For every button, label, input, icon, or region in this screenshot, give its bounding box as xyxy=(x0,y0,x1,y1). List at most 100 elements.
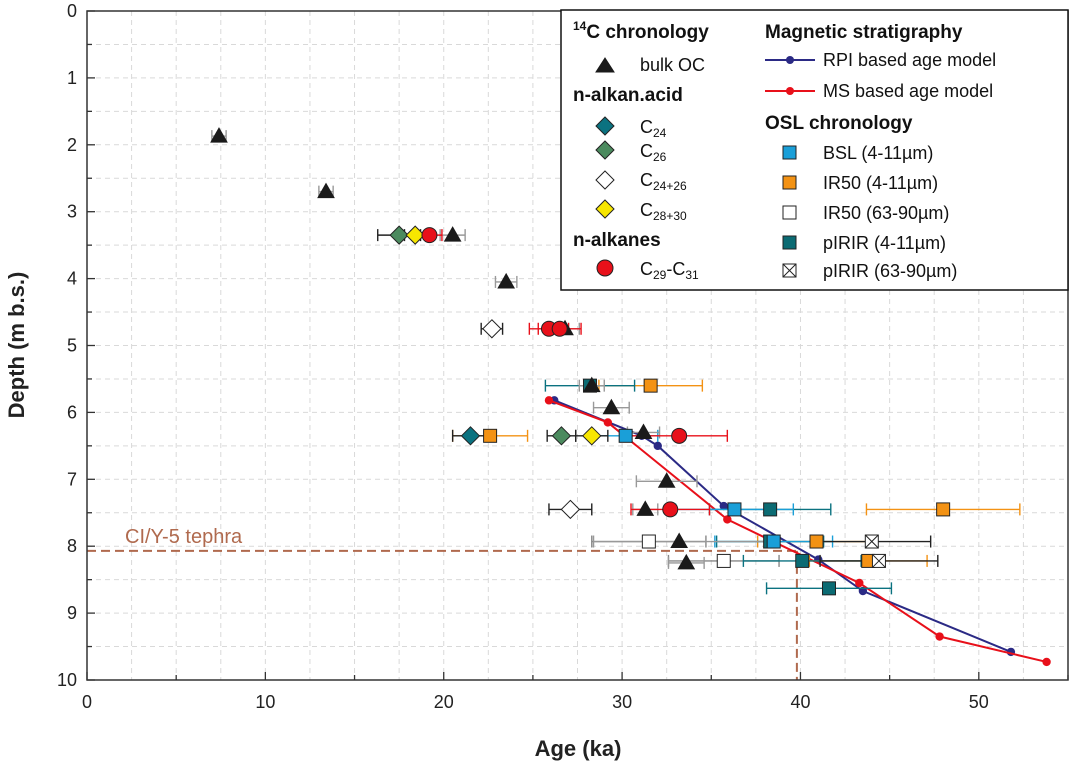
legend-symbol-bsl xyxy=(782,145,797,160)
legend-symbol-ir50-coarse xyxy=(782,205,797,220)
point-bulk-oc xyxy=(317,182,335,199)
legend-symbol-rpi xyxy=(765,56,815,64)
legend-label-c26: C26 xyxy=(640,141,667,164)
legend-symbol-c24 xyxy=(595,116,615,136)
age-model-point xyxy=(653,441,662,451)
legend-label-c29-c31: C29-C31 xyxy=(640,259,699,282)
point-pirir-63-90-m--cross xyxy=(872,554,886,568)
point-bulk-oc xyxy=(677,553,696,570)
point-c24 xyxy=(460,426,481,446)
tephra-label: CI/Y-5 tephra xyxy=(125,526,243,548)
point-ir50-4-11-m- xyxy=(809,534,824,549)
age-model-point xyxy=(1042,657,1051,667)
point-pirir-4-11-m- xyxy=(795,553,810,568)
y-tick-label: 2 xyxy=(67,135,77,155)
point-ir50-4-11-m- xyxy=(643,378,658,393)
point-bsl-4-11-m- xyxy=(727,502,742,517)
point-c28-30 xyxy=(582,426,602,446)
legend-label-ir50-fine: IR50 (4-11µm) xyxy=(823,173,938,193)
point-c29-c31 xyxy=(662,501,679,518)
legend-label-ir50-coarse: IR50 (63-90µm) xyxy=(823,203,949,223)
point-ir50-4-11-m- xyxy=(936,502,951,517)
data-points xyxy=(210,127,1021,596)
point-c29-c31 xyxy=(671,427,688,444)
legend-symbol-c28-30 xyxy=(595,199,615,219)
point-ir50-63-90-m- xyxy=(716,553,731,568)
point-bulk-oc xyxy=(443,226,462,242)
legend-symbol-pirir-coarse xyxy=(782,263,797,278)
point-ir50-4-11-m- xyxy=(483,428,498,443)
legend-symbol-pirir-fine xyxy=(782,235,797,250)
age-model-point xyxy=(935,632,944,641)
y-tick-label: 5 xyxy=(67,336,77,356)
age-model-point xyxy=(723,515,732,524)
y-tick-label: 1 xyxy=(67,68,77,88)
point-bsl-4-11-m- xyxy=(618,428,633,443)
point-c28-30 xyxy=(405,225,425,245)
x-axis-title: Age (ka) xyxy=(535,736,622,761)
point-bulk-oc xyxy=(210,127,228,143)
age-model-point xyxy=(719,501,728,511)
legend-symbol-c29-c31 xyxy=(596,259,614,277)
legend-label-c24: C24 xyxy=(640,117,667,140)
point-bulk-oc xyxy=(636,500,655,516)
x-tick-label: 30 xyxy=(612,692,632,712)
legend-symbol-ir50-fine xyxy=(782,175,797,190)
legend-label-pirir-fine: pIRIR (4-11µm) xyxy=(823,233,946,253)
y-tick-label: 6 xyxy=(67,402,77,422)
point-ir50-63-90-m- xyxy=(641,534,656,549)
point-pirir-4-11-m- xyxy=(821,581,836,596)
age-model-point xyxy=(855,578,864,588)
legend-osl-header: OSL chronology xyxy=(765,113,913,134)
point-pirir-4-11-m- xyxy=(763,502,778,517)
point-c24-26 xyxy=(560,499,581,520)
legend: 14C chronology bulk OC n-alkan.acid C24 … xyxy=(560,9,1069,291)
point-c29-c31 xyxy=(421,227,438,244)
point-c26 xyxy=(551,426,572,446)
point-bsl-4-11-m- xyxy=(766,534,781,549)
age-model-point xyxy=(603,418,613,427)
legend-symbol-ms xyxy=(765,87,815,95)
legend-label-pirir-coarse: pIRIR (63-90µm) xyxy=(823,261,957,281)
x-tick-label: 20 xyxy=(434,692,454,712)
legend-acid-header: n-alkan.acid xyxy=(573,85,683,106)
point-c26 xyxy=(389,225,409,245)
legend-mag-header: Magnetic stratigraphy xyxy=(765,22,963,43)
legend-box xyxy=(560,9,1069,291)
legend-label-c28-30: C28+30 xyxy=(640,200,687,223)
point-pirir-63-90-m--cross xyxy=(864,534,879,549)
x-tick-label: 50 xyxy=(969,692,989,712)
y-axis-title: Depth (m b.s.) xyxy=(4,272,29,419)
y-tick-label: 9 xyxy=(67,603,77,623)
legend-c14-header: 14C chronology xyxy=(573,19,709,43)
x-tick-label: 40 xyxy=(790,692,810,712)
tephra-marker: CI/Y-5 tephra xyxy=(87,526,798,680)
legend-label-rpi: RPI based age model xyxy=(823,50,996,70)
y-tick-label: 10 xyxy=(57,670,77,690)
point-c24-26 xyxy=(482,319,502,339)
y-tick-label: 3 xyxy=(67,202,77,222)
age-model-point xyxy=(544,396,554,405)
point-bulk-oc xyxy=(602,398,621,415)
legend-symbol-c24-26 xyxy=(595,170,615,190)
point-bulk-oc xyxy=(497,272,516,289)
legend-label-c24-26: C24+26 xyxy=(640,170,687,193)
legend-label-ms: MS based age model xyxy=(823,81,993,101)
point-bulk-oc xyxy=(657,472,676,488)
y-tick-label: 7 xyxy=(67,469,77,489)
legend-symbol-c26 xyxy=(595,140,615,160)
point-bulk-oc xyxy=(634,423,653,439)
point-bulk-oc xyxy=(582,376,601,393)
point-bulk-oc xyxy=(670,532,689,549)
age-model-line xyxy=(548,399,1047,663)
y-tick-label: 8 xyxy=(67,536,77,556)
legend-label-bulk-oc: bulk OC xyxy=(640,55,705,75)
legend-label-bsl: BSL (4-11µm) xyxy=(823,143,933,163)
y-tick-label: 0 xyxy=(67,1,77,21)
legend-symbol-bulk-oc xyxy=(595,57,615,73)
point-c29-c31 xyxy=(551,320,568,337)
y-tick-label: 4 xyxy=(67,269,77,289)
x-tick-label: 0 xyxy=(82,692,92,712)
legend-alkanes-header: n-alkanes xyxy=(573,230,661,251)
